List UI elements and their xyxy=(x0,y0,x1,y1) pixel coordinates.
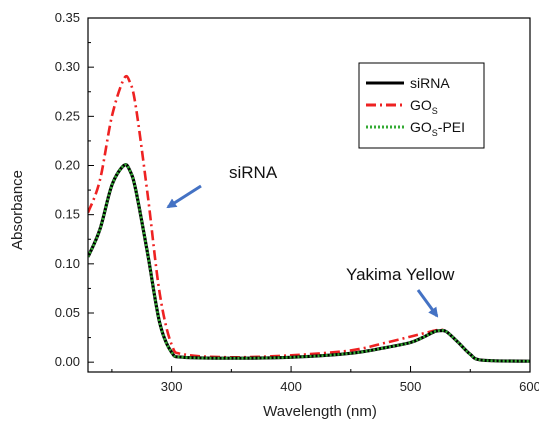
series-line-2 xyxy=(88,163,530,363)
x-tick-labels: 300 400 500 600 xyxy=(161,379,539,394)
y-tick-label-5: 0.25 xyxy=(55,108,80,123)
y-tick-label-4: 0.20 xyxy=(55,158,80,173)
annotation-yakima-arrow xyxy=(416,289,439,318)
y-tick-label-6: 0.30 xyxy=(55,59,80,74)
series-layer xyxy=(88,74,530,363)
y-tick-label-0: 0.00 xyxy=(55,354,80,369)
y-tick-labels: 0.00 0.05 0.10 0.15 0.20 0.25 0.30 0.35 xyxy=(55,10,80,369)
plot-frame xyxy=(87,17,531,373)
x-tick-label-0: 300 xyxy=(161,379,183,394)
annotation-yakima-yellow: Yakima Yellow xyxy=(346,265,455,284)
y-tick-label-7: 0.35 xyxy=(55,10,80,25)
series-line-0 xyxy=(88,163,530,363)
annotation-sirna: siRNA xyxy=(229,163,278,182)
legend-label-sirna: siRNA xyxy=(410,75,450,91)
y-tick-label-2: 0.10 xyxy=(55,256,80,271)
x-tick-label-1: 400 xyxy=(280,379,302,394)
x-tick-label-3: 600 xyxy=(519,379,539,394)
legend-box xyxy=(358,62,485,149)
y-tick-label-1: 0.05 xyxy=(55,305,80,320)
x-axis-title: Wavelength (nm) xyxy=(263,403,377,420)
legend-label-gos-pei: GOS-PEI xyxy=(410,119,465,138)
legend-label-gos: GOS xyxy=(410,97,438,116)
y-axis-title: Absorbance xyxy=(9,170,26,250)
legend: siRNA GOS GOS-PEI xyxy=(358,62,485,149)
annotation-sirna-arrow xyxy=(166,184,202,209)
y-tick-label-3: 0.15 xyxy=(55,207,80,222)
x-tick-label-2: 500 xyxy=(400,379,422,394)
